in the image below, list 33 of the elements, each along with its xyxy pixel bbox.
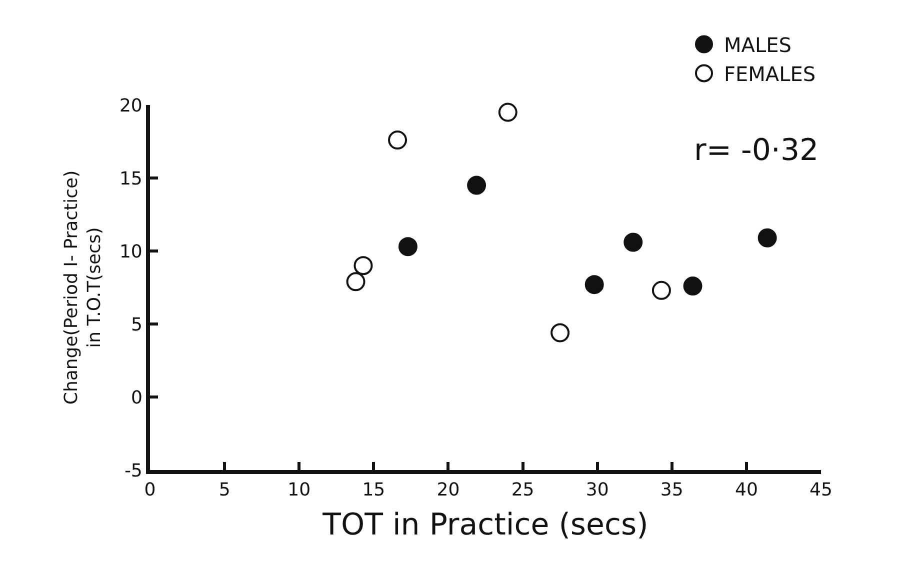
y-tick-label: 20 <box>119 95 142 116</box>
x-tick-label: 10 <box>288 480 311 501</box>
y-tick-label: 10 <box>119 241 142 262</box>
y-tick-label: 15 <box>119 168 142 190</box>
point <box>624 232 643 252</box>
point <box>354 256 373 276</box>
x-axis-title: TOT in Practice (secs) <box>322 508 648 543</box>
x-tick-label: 15 <box>362 480 386 501</box>
x-tick-label: 30 <box>586 480 609 501</box>
point <box>758 228 777 248</box>
y-tick-label: 5 <box>130 314 142 336</box>
annotation: r= -0·32 <box>694 133 819 168</box>
y-tick-label: 0 <box>130 387 142 408</box>
x-tick-label: 0 <box>144 480 156 501</box>
point <box>584 275 604 294</box>
x-tick-label: 45 <box>810 480 832 501</box>
point <box>346 272 366 292</box>
y-axis-title: Change(Period I- Practice) in T.O.T(secs) <box>60 170 106 405</box>
x-tick-label: 40 <box>734 480 758 501</box>
x-tick-label: 20 <box>436 480 460 501</box>
y-tick-label: -5 <box>124 460 142 482</box>
point <box>683 276 702 296</box>
legend-label: MALES <box>724 33 792 57</box>
point <box>498 102 518 122</box>
point <box>398 237 418 256</box>
point <box>388 130 408 150</box>
point <box>652 280 671 300</box>
point <box>467 176 486 195</box>
point <box>550 323 570 342</box>
x-tick-label: 5 <box>218 480 230 501</box>
x-tick-label: 35 <box>660 480 684 501</box>
legend-label: FEMALES <box>724 62 816 86</box>
x-tick-label: 25 <box>511 480 534 501</box>
